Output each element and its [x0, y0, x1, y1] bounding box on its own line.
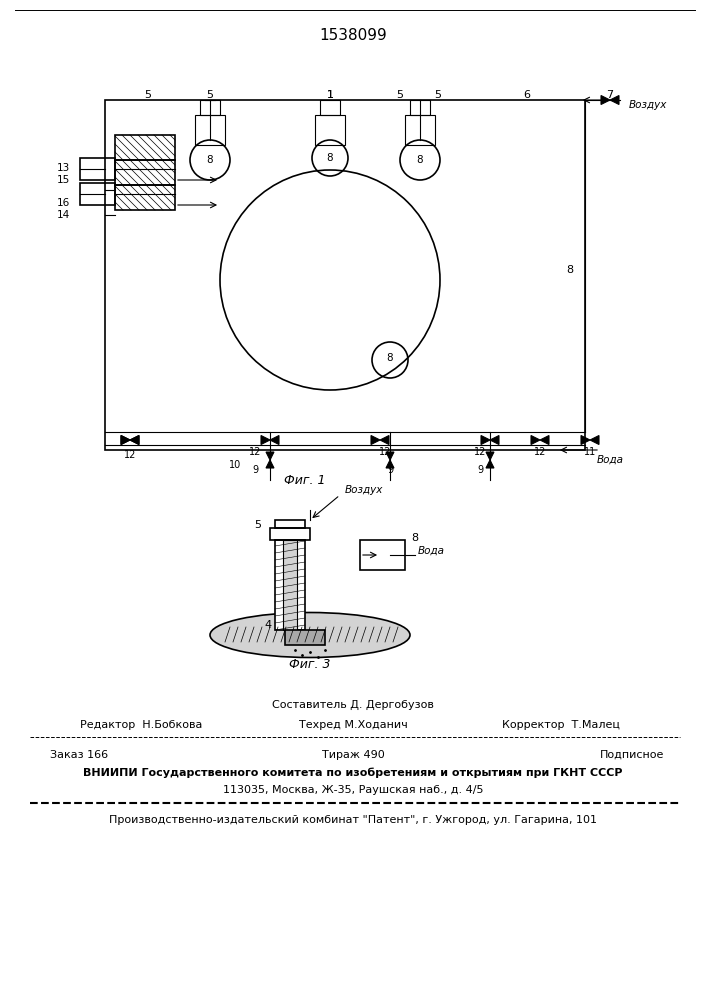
Polygon shape [121, 436, 130, 444]
Bar [320, 100, 340, 115]
Bar [195, 115, 225, 145]
Bar [270, 528, 310, 540]
Text: Подписное: Подписное [600, 750, 665, 760]
Polygon shape [481, 436, 490, 444]
Text: Воздух: Воздух [345, 485, 383, 495]
Text: 12: 12 [249, 447, 261, 457]
Text: Воздух: Воздух [629, 100, 667, 110]
Text: 1: 1 [327, 90, 334, 100]
Polygon shape [581, 436, 590, 444]
Polygon shape [371, 436, 380, 444]
Text: 9: 9 [252, 465, 258, 475]
Text: 5: 5 [206, 90, 214, 100]
Polygon shape [270, 436, 279, 444]
Polygon shape [266, 452, 274, 460]
Text: 16: 16 [57, 198, 69, 208]
Bar [360, 540, 405, 570]
Text: 5: 5 [255, 520, 262, 530]
Text: 8: 8 [327, 153, 333, 163]
Polygon shape [130, 436, 139, 444]
Bar [115, 160, 175, 185]
Bar [275, 520, 305, 528]
Polygon shape [601, 96, 610, 104]
Text: 5: 5 [144, 90, 151, 100]
Text: 13: 13 [57, 163, 69, 173]
Text: Составитель Д. Дергобузов: Составитель Д. Дергобузов [272, 700, 434, 710]
Text: 1538099: 1538099 [319, 27, 387, 42]
Text: 12: 12 [474, 447, 486, 457]
Polygon shape [486, 460, 494, 468]
Ellipse shape [210, 612, 410, 658]
Text: Техред М.Хoданич: Техред М.Хoданич [298, 720, 407, 730]
Text: Фиг. 3: Фиг. 3 [289, 658, 331, 672]
Polygon shape [540, 436, 549, 444]
Polygon shape [490, 436, 499, 444]
Text: ВНИИПИ Государственного комитета по изобретениям и открытиям при ГКНТ СССР: ВНИИПИ Государственного комитета по изоб… [83, 768, 623, 778]
Polygon shape [590, 436, 599, 444]
Text: Фиг. 1: Фиг. 1 [284, 474, 326, 487]
Text: 8: 8 [206, 155, 214, 165]
Text: 10: 10 [229, 460, 241, 470]
Bar [275, 540, 305, 630]
Text: 15: 15 [57, 175, 69, 185]
Polygon shape [386, 460, 394, 468]
Polygon shape [486, 452, 494, 460]
Polygon shape [130, 436, 139, 444]
Bar [283, 540, 297, 630]
Polygon shape [386, 452, 394, 460]
Bar [80, 183, 115, 205]
Text: Производственно-издательский комбинат "Патент", г. Ужгород, ул. Гагарина, 101: Производственно-издательский комбинат "П… [109, 815, 597, 825]
Text: 8: 8 [416, 155, 423, 165]
Text: Тираж 490: Тираж 490 [322, 750, 385, 760]
Text: 12: 12 [379, 447, 391, 457]
Text: Вода: Вода [418, 546, 445, 556]
Polygon shape [531, 436, 540, 444]
Bar [405, 115, 435, 145]
Text: 11: 11 [584, 447, 596, 457]
Text: 7: 7 [607, 90, 614, 100]
Polygon shape [261, 436, 270, 444]
Bar [410, 100, 430, 115]
Bar [115, 185, 175, 210]
Text: 8: 8 [387, 353, 393, 363]
Text: 12: 12 [534, 447, 547, 457]
Text: 4: 4 [264, 620, 271, 630]
Bar [285, 630, 325, 645]
Text: Заказ 166: Заказ 166 [50, 750, 108, 760]
Text: 8: 8 [566, 265, 573, 275]
Text: 9: 9 [477, 465, 483, 475]
Text: 8: 8 [411, 533, 419, 543]
Text: 113035, Москва, Ж-35, Раушская наб., д. 4/5: 113035, Москва, Ж-35, Раушская наб., д. … [223, 785, 484, 795]
Polygon shape [121, 436, 130, 444]
Text: Корректор  Т.Малец: Корректор Т.Малец [502, 720, 620, 730]
Polygon shape [610, 96, 619, 104]
Text: 12: 12 [124, 450, 136, 460]
Text: 14: 14 [57, 210, 69, 220]
Text: Вода: Вода [597, 455, 624, 465]
Polygon shape [380, 436, 389, 444]
Bar [80, 158, 115, 180]
Bar [315, 115, 345, 145]
Text: 6: 6 [523, 90, 530, 100]
Bar [115, 135, 175, 160]
Polygon shape [266, 460, 274, 468]
Bar [105, 100, 585, 450]
Text: Редактор  Н.Бобкова: Редактор Н.Бобкова [80, 720, 202, 730]
Bar [200, 100, 220, 115]
Text: 9: 9 [387, 465, 393, 475]
Text: 5: 5 [435, 90, 441, 100]
Text: 5: 5 [397, 90, 404, 100]
Text: 1: 1 [327, 90, 334, 100]
